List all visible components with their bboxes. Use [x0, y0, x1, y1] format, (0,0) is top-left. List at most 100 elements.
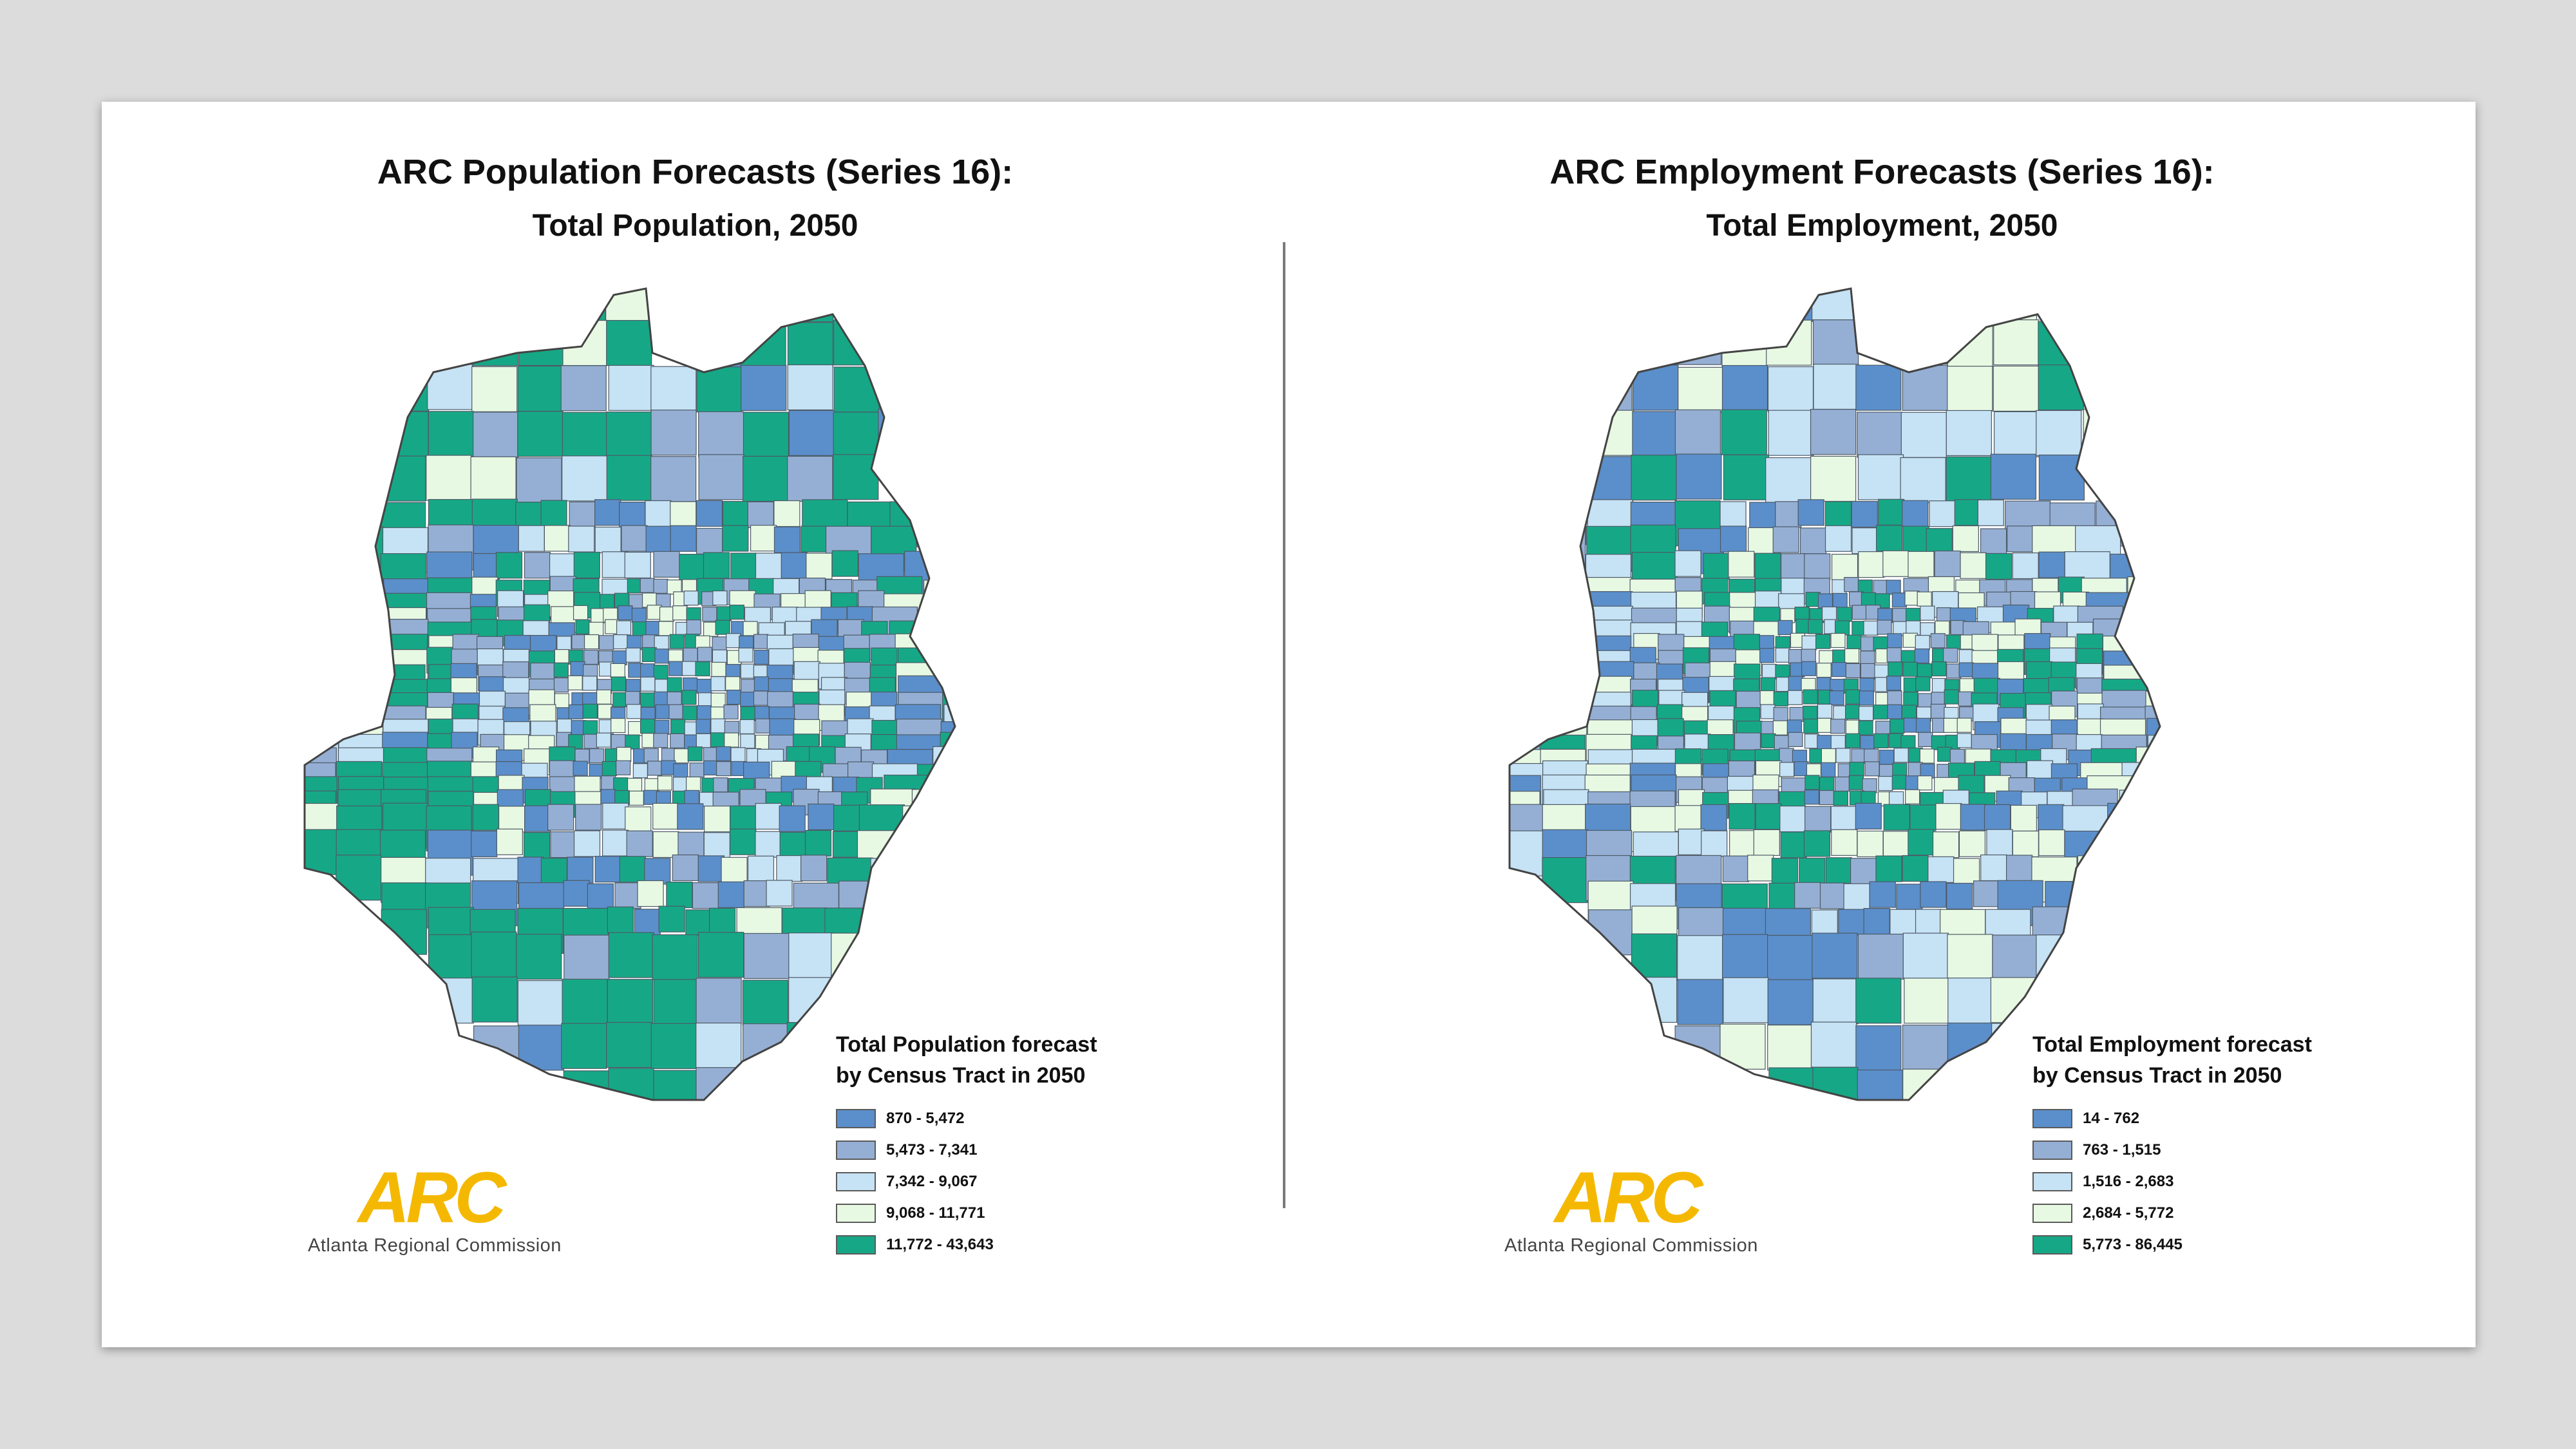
census-tract: [2036, 410, 2082, 457]
census-tract: [1888, 791, 1904, 806]
census-tract: [1883, 804, 1910, 831]
census-tract: [1759, 648, 1775, 663]
census-tract: [380, 455, 426, 502]
census-tract: [1887, 690, 1902, 706]
census-tract: [473, 412, 519, 458]
census-tract: [1540, 499, 1587, 545]
census-tract: [726, 689, 742, 705]
census-tract: [753, 634, 769, 649]
census-tract: [1953, 858, 1980, 885]
legend-item: 7,342 - 9,067: [836, 1166, 1171, 1197]
legend-label: 763 - 1,515: [2083, 1141, 2161, 1159]
census-tract: [1787, 690, 1803, 705]
census-tract: [647, 761, 663, 776]
census-tract: [753, 649, 769, 665]
census-tract: [612, 650, 627, 666]
legend-label: 7,342 - 9,067: [886, 1172, 978, 1190]
census-tract: [602, 802, 629, 829]
census-tract: [715, 746, 731, 762]
census-tract: [1729, 830, 1756, 857]
employment-subtitle: Total Employment, 2050: [1706, 209, 2058, 243]
census-tract: [1801, 635, 1817, 650]
census-tract: [1960, 804, 1987, 831]
census-tract: [1816, 663, 1832, 678]
census-tract: [640, 676, 656, 692]
census-tract: [1813, 363, 1859, 410]
census-tract: [753, 690, 769, 706]
census-tract: [1767, 934, 1814, 981]
census-tract: [1869, 881, 1896, 908]
census-tract: [1902, 318, 1949, 365]
census-tract: [1719, 526, 1747, 553]
census-tract: [677, 803, 704, 830]
legend-item: 9,068 - 11,771: [836, 1197, 1171, 1229]
region-boundary: [303, 287, 956, 1101]
census-tract: [553, 662, 569, 677]
census-tract: [1846, 634, 1862, 650]
census-tract: [647, 605, 662, 620]
census-tract: [696, 527, 723, 554]
census-tract: [1812, 319, 1859, 366]
census-tract: [696, 366, 743, 413]
census-tract: [639, 578, 655, 593]
census-tract: [743, 621, 758, 636]
census-tract: [517, 857, 544, 884]
census-tract: [1915, 909, 1942, 936]
census-tract: [1810, 455, 1857, 502]
census-tract: [740, 663, 755, 679]
census-tract: [1873, 733, 1889, 749]
census-tract: [1801, 661, 1817, 676]
census-tract: [698, 411, 744, 457]
census-tract: [1850, 858, 1877, 885]
census-tract: [923, 580, 955, 626]
census-tract: [1852, 605, 1867, 620]
census-tract: [755, 553, 782, 580]
census-tract: [806, 553, 833, 580]
census-tract: [666, 882, 693, 909]
census-tract: [1760, 677, 1776, 692]
census-tract: [598, 635, 614, 650]
census-tract: [670, 719, 686, 734]
census-tract: [740, 706, 755, 721]
census-tract: [658, 621, 674, 636]
census-tract: [624, 551, 651, 579]
census-tract: [743, 933, 790, 980]
census-tract: [1747, 855, 1774, 882]
census-tract: [1905, 607, 1921, 623]
census-tract: [1949, 748, 1965, 764]
census-tract: [1859, 706, 1874, 721]
census-tract: [755, 734, 770, 750]
employment-map: [1508, 287, 2161, 1101]
census-tract: [1804, 806, 1832, 833]
census-tract: [601, 551, 629, 578]
census-tract: [696, 500, 723, 527]
census-tract: [1799, 527, 1827, 554]
census-tract: [1678, 366, 1724, 413]
census-tract: [800, 526, 828, 553]
census-tract: [381, 909, 427, 955]
census-tract: [697, 705, 712, 721]
census-tract: [1914, 648, 1930, 664]
census-tract: [1860, 735, 1875, 750]
census-tract: [672, 777, 688, 792]
census-tract: [721, 857, 748, 884]
census-tract: [696, 678, 712, 694]
census-tract: [1810, 409, 1857, 455]
census-tract: [652, 831, 679, 858]
census-tract: [741, 365, 787, 412]
census-tract: [564, 934, 610, 981]
census-tract: [1721, 409, 1767, 455]
census-tract: [2107, 802, 2154, 849]
census-tract: [657, 775, 673, 791]
census-tract: [611, 676, 627, 692]
census-tract: [683, 677, 698, 693]
census-tract: [781, 552, 808, 579]
census-tract: [2038, 804, 2065, 831]
census-tract: [428, 411, 474, 457]
census-tract: [1873, 705, 1888, 720]
census-tract: [703, 806, 731, 833]
census-tract: [685, 909, 712, 936]
census-tract: [1954, 499, 1981, 526]
legend-swatch: [836, 1171, 876, 1191]
census-tract: [1676, 453, 1722, 500]
